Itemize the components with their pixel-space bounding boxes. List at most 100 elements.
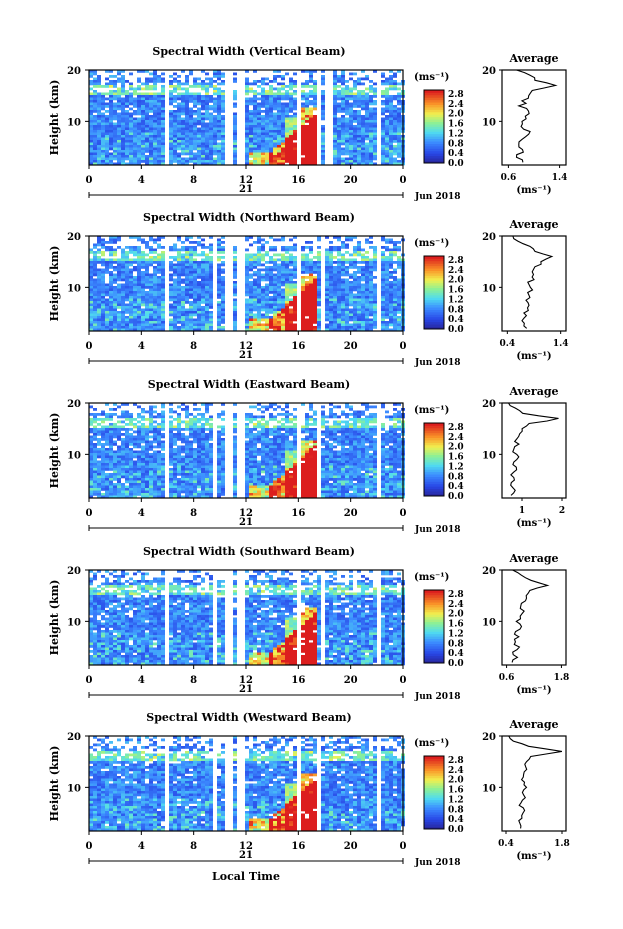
colorbar-cell (424, 491, 444, 494)
colorbar-cell (424, 636, 444, 640)
colorbar-tick-label: 0.8 (448, 639, 464, 649)
colorbar-cell (424, 641, 444, 644)
colorbar-cell (424, 819, 444, 823)
date-label: Jun 2018 (414, 692, 461, 702)
colorbar-cell (424, 464, 444, 468)
y-axis-title: Height (km) (48, 746, 61, 822)
x-tick-label: 20 (344, 508, 358, 519)
average-y-tick-label: 20 (482, 566, 496, 577)
x-tick-label: 8 (190, 341, 197, 352)
x-tick-label: 12 (239, 675, 253, 686)
colorbar-cell (424, 760, 444, 764)
colorbar-cell (424, 461, 444, 465)
colorbar-cell (424, 90, 444, 93)
colorbar-cell (424, 602, 444, 605)
colorbar-cell (424, 143, 444, 147)
average-y-tick-label: 10 (482, 283, 496, 294)
average-x-tick-label: 0.4 (498, 839, 514, 849)
date-label: Jun 2018 (414, 858, 461, 868)
colorbar-cell (424, 124, 444, 127)
colorbar-cell (424, 97, 444, 101)
y-axis-title: Height (km) (48, 80, 61, 156)
colorbar-cell (424, 145, 444, 149)
colorbar-tick-label: 2.8 (448, 90, 464, 100)
colorbar-tick-label: 2.4 (448, 766, 464, 776)
colorbar-cell (424, 650, 444, 654)
colorbar-cell (424, 304, 444, 308)
average-panel: Average 10 20 1 2 (ms⁻¹) (482, 385, 567, 529)
x-axis-title: Local Time (212, 870, 280, 883)
average-line (508, 402, 559, 496)
colorbar (423, 755, 445, 830)
panel-title: Spectral Width (Eastward Beam) (148, 378, 350, 391)
colorbar-tick-label: 2.4 (448, 433, 464, 443)
colorbar-cell (424, 599, 444, 603)
colorbar-cell (424, 290, 444, 293)
day-label: 21 (239, 684, 253, 695)
average-title: Average (508, 718, 558, 731)
colorbar-tick-label: 2.0 (448, 610, 464, 620)
colorbar-cell (424, 109, 444, 113)
colorbar-cell (424, 469, 444, 473)
colorbar (423, 255, 445, 330)
colorbar-cell (424, 128, 444, 132)
colorbar-cell (424, 799, 444, 803)
colorbar-tick-label: 1.6 (448, 620, 464, 630)
colorbar-cell (424, 597, 444, 601)
colorbar-cell (424, 592, 444, 596)
colorbar-cell (424, 624, 444, 627)
panel-1: Spectral Width (Vertical Beam) 10 20 Height… (48, 45, 567, 202)
colorbar-cell (424, 768, 444, 771)
average-unit: (ms⁻¹) (516, 185, 551, 196)
colorbar-tick-label: 1.2 (448, 629, 464, 639)
colorbar-tick-label: 0.0 (448, 825, 464, 835)
x-tick-label: 12 (239, 841, 253, 852)
colorbar-unit: (ms⁻¹) (414, 405, 449, 416)
average-frame (501, 735, 567, 832)
panel-5: Spectral Width (Westward Beam) 10 20 Height… (48, 711, 570, 868)
colorbar-cell (424, 756, 444, 759)
colorbar-cell (424, 316, 444, 320)
colorbar-cell (424, 116, 444, 120)
colorbar-cell (424, 814, 444, 818)
colorbar (423, 422, 445, 497)
colorbar-cell (424, 816, 444, 820)
panel-title: Spectral Width (Southward Beam) (143, 545, 355, 558)
average-panel: Average 10 20 0.4 1.4(ms⁻¹) (482, 218, 568, 362)
colorbar-cell (424, 493, 444, 497)
panel-4: Spectral Width (Southward Beam) 10 20 Heigh… (48, 545, 569, 702)
x-tick-label: 16 (291, 841, 305, 852)
colorbar-tick-label: 2.8 (448, 756, 464, 766)
x-tick-label: 4 (138, 841, 145, 852)
colorbar-cell (424, 297, 444, 301)
colorbar-cell (424, 148, 444, 152)
colorbar-cell (424, 155, 444, 159)
colorbar-cell (424, 432, 444, 436)
colorbar-cell (424, 92, 444, 96)
colorbar-cell (424, 802, 444, 806)
average-line (515, 69, 558, 163)
panel-title: Spectral Width (Northward Beam) (143, 211, 355, 224)
colorbar-cell (424, 648, 444, 652)
average-y-tick-label: 10 (482, 117, 496, 128)
colorbar-cell (424, 265, 444, 269)
colorbar-cell (424, 643, 444, 647)
colorbar-cell (424, 258, 444, 262)
average-title: Average (508, 552, 558, 565)
colorbar-frame (423, 422, 445, 497)
colorbar-tick-label: 0.8 (448, 472, 464, 482)
average-y-tick-label: 20 (482, 232, 496, 243)
x-tick-label: 8 (190, 175, 197, 186)
heatmap-cells (89, 403, 405, 499)
colorbar-unit: (ms⁻¹) (414, 238, 449, 249)
colorbar-cell (424, 102, 444, 105)
average-x-tick-label: 0.6 (499, 673, 515, 683)
colorbar-cell (424, 821, 444, 825)
average-unit: (ms⁻¹) (516, 351, 551, 362)
average-x-tick-label: 0.6 (501, 173, 517, 183)
colorbar-tick-label: 0.0 (448, 325, 464, 335)
colorbar-tick-label: 2.8 (448, 256, 464, 266)
colorbar-cell (424, 314, 444, 318)
colorbar-cell (424, 307, 444, 310)
average-y-tick-label: 10 (482, 617, 496, 628)
